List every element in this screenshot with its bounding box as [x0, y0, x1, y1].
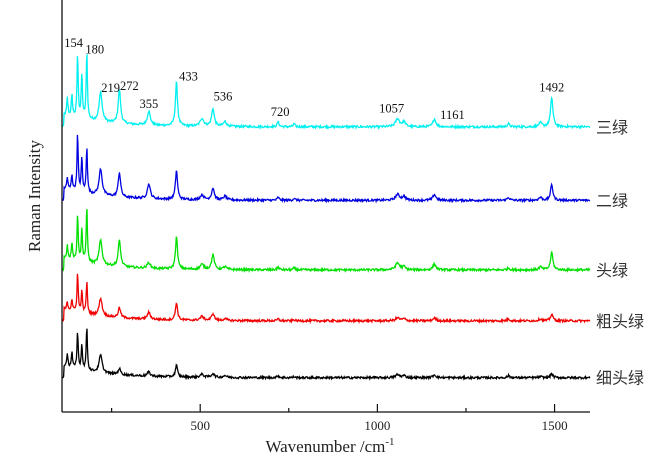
peak-label-180: 180: [85, 42, 104, 56]
x-ticks: 500 1000 1500: [111, 404, 568, 433]
x-axis-title-text: Wavenumber /cm: [265, 437, 385, 456]
x-tick-label: 1500: [542, 418, 568, 433]
peak-label-154: 154: [64, 36, 84, 50]
spectrum-line-5: [61, 328, 591, 382]
spectra-traces: [61, 54, 591, 382]
peak-label-1161: 1161: [440, 108, 465, 122]
spectrum-line-4: [61, 273, 591, 325]
series-label-4: 粗头绿: [596, 312, 644, 331]
peak-label-219: 219: [101, 81, 120, 95]
peak-label-720: 720: [271, 105, 290, 119]
peak-label-536: 536: [214, 90, 233, 104]
axes: 500 1000 1500: [61, 0, 590, 433]
spectrum-line-2: [61, 134, 591, 204]
peak-label-433: 433: [179, 70, 198, 84]
peak-label-1057: 1057: [379, 102, 404, 116]
x-tick-label: 500: [190, 418, 210, 433]
spectrum-line-3: [61, 208, 591, 274]
peak-label-355: 355: [139, 97, 158, 111]
x-axis-title-superscript: -1: [385, 436, 394, 448]
peak-label-1492: 1492: [539, 80, 564, 94]
x-axis-title: Wavenumber /cm-1: [265, 436, 394, 456]
peak-label-272: 272: [120, 79, 139, 93]
series-label-5: 细头绿: [596, 369, 644, 388]
series-label-2: 二绿: [596, 191, 628, 210]
y-axis-title: Raman Intensity: [25, 140, 44, 252]
spectrum-line-1: [61, 54, 591, 131]
series-label-3: 头绿: [596, 261, 628, 280]
x-tick-label: 1000: [364, 418, 390, 433]
series-label-1: 三绿: [596, 118, 628, 137]
